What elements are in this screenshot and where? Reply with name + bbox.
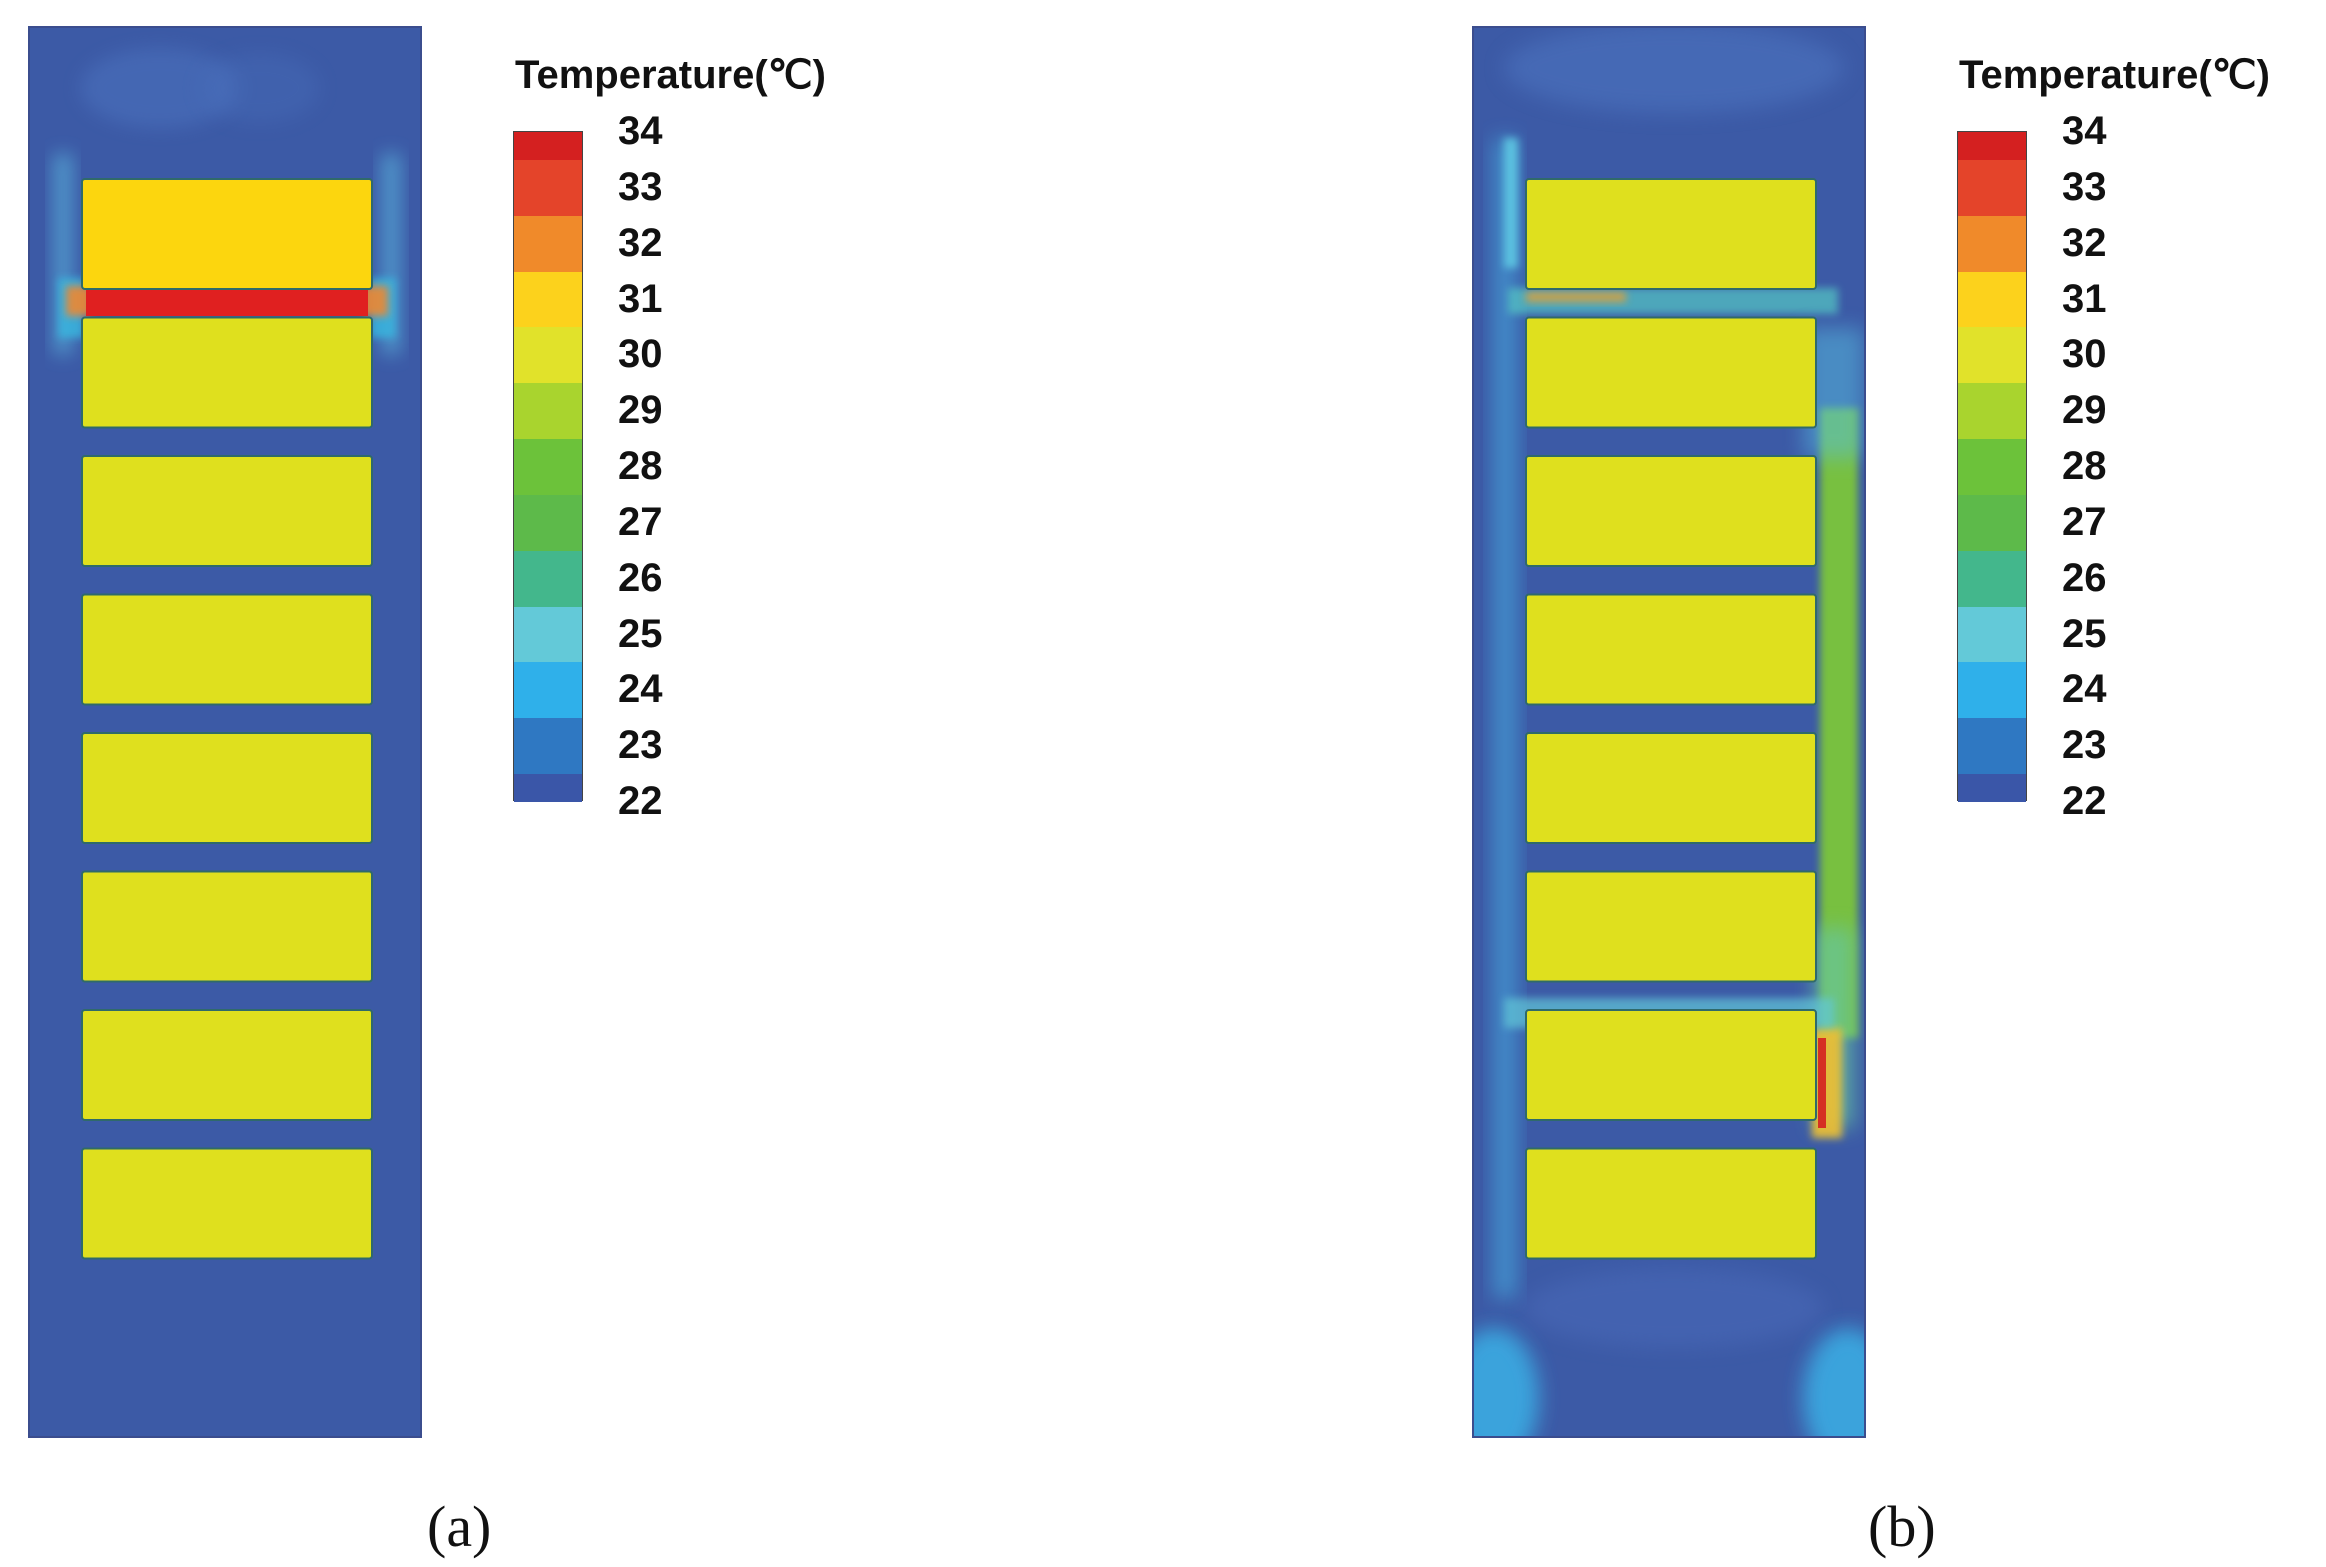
- battery-cell: [81, 316, 373, 429]
- enclosure-b: [1472, 26, 1866, 1438]
- colorbar-segment: [1958, 774, 2026, 802]
- battery-cell: [1525, 870, 1817, 983]
- colorbar-segment: [514, 132, 582, 160]
- colorbar-b: [1957, 131, 2027, 802]
- colorbar-tick-label: 26: [2062, 555, 2107, 600]
- colorbar-segment: [514, 215, 582, 272]
- colorbar-segment: [1958, 383, 2026, 440]
- colorbar-tick-label: 30: [2062, 332, 2107, 377]
- battery-cell: [1525, 178, 1817, 290]
- colorbar-segment: [1958, 215, 2026, 272]
- colorbar-tick-label: 33: [618, 164, 663, 209]
- caption-b: (b): [1868, 1494, 1936, 1559]
- colorbar-segment: [1958, 271, 2026, 328]
- colorbar-segment: [1958, 439, 2026, 495]
- colorbar-tick-label: 26: [618, 555, 663, 600]
- battery-cell: [81, 870, 373, 983]
- colorbar-segment: [1958, 662, 2026, 719]
- colorbar-segment: [514, 383, 582, 440]
- legend-title-b: Temperature(℃): [1959, 53, 2270, 97]
- colorbar-tick-label: 31: [2062, 276, 2107, 321]
- colorbar-tick-label: 23: [2062, 723, 2107, 768]
- battery-cell: [81, 178, 373, 290]
- colorbar-tick-label: 22: [2062, 779, 2107, 823]
- battery-cell: [1525, 593, 1817, 706]
- colorbar-tick-label: 28: [618, 444, 663, 488]
- cells-a: [81, 178, 373, 1260]
- colorbar-segment: [1958, 606, 2026, 663]
- colorbar-tick-label: 29: [618, 388, 663, 433]
- colorbar-segment: [1958, 327, 2026, 384]
- battery-cell: [1525, 316, 1817, 429]
- battery-cell: [81, 732, 373, 844]
- colorbar-segment: [514, 494, 582, 551]
- colorbar-tick-label: 30: [618, 332, 663, 377]
- colorbar-tick-label: 34: [618, 109, 663, 153]
- battery-cell: [1525, 732, 1817, 844]
- panel-a: Temperature(℃) (a) 34 33 32 31 30 29 28 27 26 25 2…: [28, 26, 826, 1559]
- cells-b: [1525, 178, 1817, 1260]
- colorbar-tick-label: 25: [2062, 611, 2107, 656]
- caption-a: (a): [427, 1494, 492, 1559]
- colorbar-tick-label: 28: [2062, 444, 2107, 488]
- battery-cell: [81, 1147, 373, 1260]
- colorbar-tick-label: 27: [618, 499, 663, 544]
- battery-cell: [1525, 455, 1817, 567]
- colorbar-a: [513, 131, 583, 802]
- colorbar-segment: [1958, 159, 2026, 216]
- colorbar-segment: [514, 550, 582, 607]
- contour-b: [1474, 28, 1864, 1436]
- colorbar-segment: [514, 774, 582, 802]
- colorbar-segment: [1958, 132, 2026, 160]
- colorbar-segment: [514, 606, 582, 663]
- colorbar-tick-label: 23: [618, 723, 663, 768]
- colorbar-segment: [514, 159, 582, 216]
- colorbar-tick-label: 24: [618, 667, 663, 712]
- colorbar-tick-label: 27: [2062, 499, 2107, 544]
- colorbar-tick-label: 24: [2062, 667, 2107, 712]
- colorbar-tick-label: 33: [2062, 164, 2107, 209]
- colorbar-segment: [1958, 550, 2026, 607]
- battery-cell: [1525, 1009, 1817, 1121]
- colorbar-segment: [514, 662, 582, 719]
- colorbar-segment: [514, 718, 582, 775]
- colorbar-tick-label: 32: [618, 220, 663, 265]
- colorbar-tick-label: 29: [2062, 388, 2107, 433]
- colorbar-tick-label: 25: [618, 611, 663, 656]
- colorbar-tick-label: 32: [2062, 220, 2107, 265]
- colorbar-segment: [514, 327, 582, 384]
- battery-cell: [81, 455, 373, 567]
- legend-title-a: Temperature(℃): [515, 53, 826, 97]
- battery-cell: [1525, 1147, 1817, 1260]
- colorbar-segment: [514, 439, 582, 495]
- battery-cell: [81, 593, 373, 706]
- contour-a: [30, 28, 420, 1436]
- colorbar-segment: [1958, 494, 2026, 551]
- colorbar-segment: [1958, 718, 2026, 775]
- colorbar-tick-label: 34: [2062, 109, 2107, 153]
- colorbar-tick-label: 22: [618, 779, 663, 823]
- enclosure-a: [28, 26, 422, 1438]
- colorbar-segment: [514, 271, 582, 328]
- panel-b: Temperature(℃) (b) 34 33 32 31 30 29 28 27 26 25 2…: [1163, 0, 2326, 1567]
- colorbar-tick-label: 31: [618, 276, 663, 321]
- battery-cell: [81, 1009, 373, 1121]
